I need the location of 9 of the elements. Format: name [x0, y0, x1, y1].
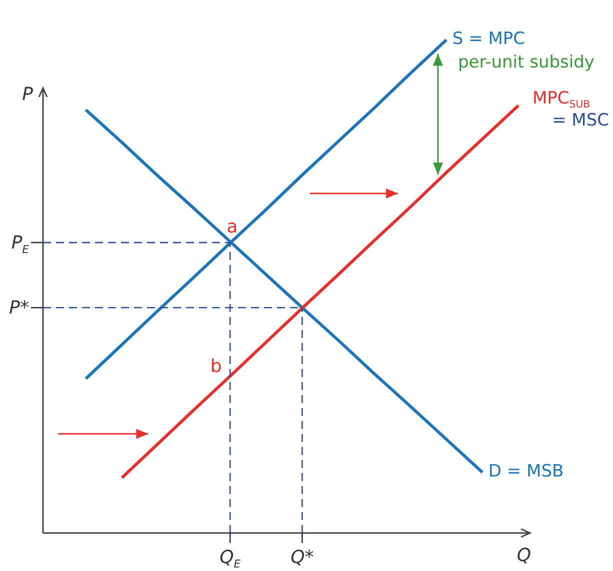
series-label: D = MSB [488, 461, 564, 482]
ref-line-label: P* [9, 298, 30, 319]
x-tick-label: Q* [290, 547, 314, 568]
annotation: per-unit subsidy [458, 52, 594, 73]
annotation: b [210, 356, 222, 378]
annotation: a [226, 216, 238, 238]
y-axis-title: P [22, 84, 34, 105]
x-axis-title: Q [516, 545, 532, 566]
series-label: S = MPC [452, 28, 526, 49]
